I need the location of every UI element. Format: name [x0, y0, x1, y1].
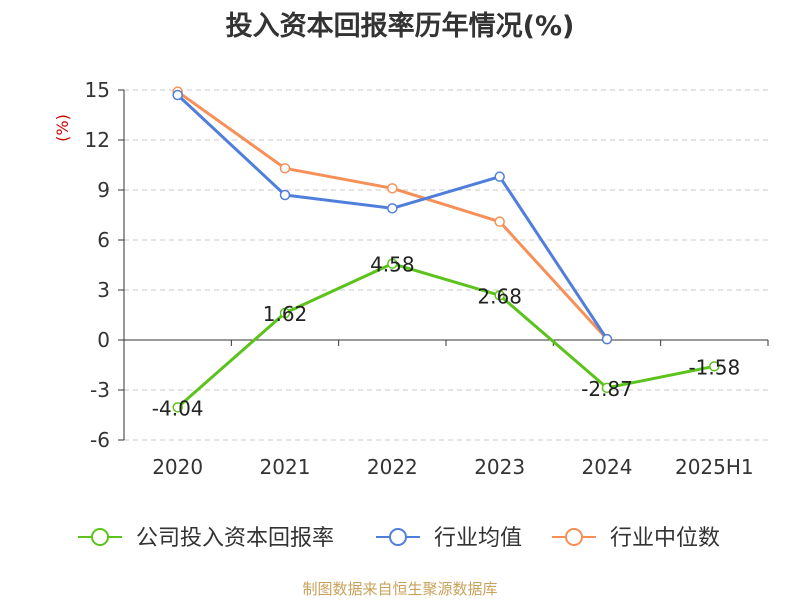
data-label: 2.68 — [477, 284, 522, 308]
axes: -6 -3 0 3 6 9 12 15 (%) 2020 2021 2022 2023 2024 2025H… — [53, 78, 769, 479]
chart-title: 投入资本回报率历年情况(%) — [225, 11, 575, 42]
data-label: -4.04 — [152, 396, 204, 420]
series-lines — [172, 86, 720, 413]
x-tick-label: 2021 — [260, 455, 311, 479]
y-tick-label: 15 — [85, 78, 110, 102]
legend-label: 行业均值 — [434, 526, 522, 551]
data-point — [387, 258, 398, 269]
x-tick-label: 2025H1 — [675, 455, 754, 479]
x-tick-label: 2022 — [367, 455, 418, 479]
data-point — [494, 171, 505, 182]
data-point — [279, 189, 291, 201]
data-label: -2.87 — [581, 377, 633, 401]
data-point — [709, 361, 720, 372]
y-axis-label: (%) — [53, 114, 72, 142]
data-point — [279, 307, 291, 319]
series-line — [176, 93, 609, 340]
grid-lines — [124, 89, 768, 441]
data-point — [172, 402, 183, 413]
data-point — [601, 382, 613, 394]
data-labels: -4.04 1.62 4.58 2.68 -2.87 -1.58 — [152, 253, 740, 421]
data-point — [387, 183, 398, 194]
y-tick-label: -6 — [90, 428, 110, 452]
x-tick-label: 2024 — [582, 455, 633, 479]
legend: 公司投入资本回报率 行业均值 行业中位数 — [78, 526, 720, 551]
data-point — [172, 89, 183, 101]
series-line — [176, 90, 609, 341]
data-point — [387, 203, 398, 214]
data-point — [279, 163, 291, 174]
y-tick-label: 12 — [85, 128, 110, 152]
legend-label: 行业中位数 — [610, 526, 720, 551]
data-label: -1.58 — [688, 355, 740, 379]
y-tick-label: -3 — [90, 378, 110, 402]
data-point — [601, 333, 613, 345]
legend-label: 公司投入资本回报率 — [136, 526, 334, 551]
data-point — [494, 216, 505, 227]
data-label: 1.62 — [263, 302, 308, 326]
legend-swatch-marker — [389, 528, 407, 546]
y-tick-label: 9 — [97, 178, 110, 202]
data-label: 4.58 — [370, 253, 415, 277]
y-tick-label: 3 — [97, 278, 110, 302]
series-line — [176, 262, 715, 409]
data-point — [494, 290, 505, 301]
y-tick-label: 6 — [97, 228, 110, 252]
legend-swatch-marker — [91, 528, 109, 546]
source-note: 制图数据来自恒生聚源数据库 — [302, 580, 498, 598]
y-tick-label: 0 — [97, 328, 110, 352]
x-tick-label: 2020 — [152, 455, 203, 479]
x-tick-label: 2023 — [474, 455, 525, 479]
legend-swatch-marker — [565, 528, 583, 546]
